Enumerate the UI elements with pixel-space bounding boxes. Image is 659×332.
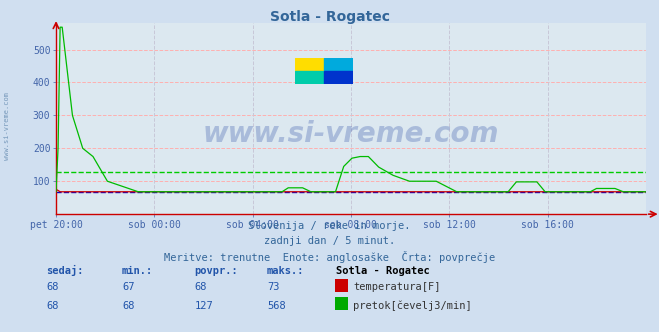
Text: Slovenija / reke in morje.: Slovenija / reke in morje. <box>248 221 411 231</box>
Text: Meritve: trenutne  Enote: anglosaške  Črta: povprečje: Meritve: trenutne Enote: anglosaške Črta… <box>164 251 495 263</box>
Text: 68: 68 <box>194 283 207 292</box>
Text: 73: 73 <box>267 283 279 292</box>
Text: www.si-vreme.com: www.si-vreme.com <box>4 92 11 160</box>
Text: povpr.:: povpr.: <box>194 266 238 276</box>
Text: 568: 568 <box>267 301 285 311</box>
Text: 68: 68 <box>46 283 59 292</box>
Text: min.:: min.: <box>122 266 153 276</box>
Text: 67: 67 <box>122 283 134 292</box>
Bar <box>324 58 353 71</box>
Text: maks.:: maks.: <box>267 266 304 276</box>
Text: Sotla - Rogatec: Sotla - Rogatec <box>336 266 430 276</box>
Text: zadnji dan / 5 minut.: zadnji dan / 5 minut. <box>264 236 395 246</box>
Text: pretok[čevelj3/min]: pretok[čevelj3/min] <box>353 300 472 311</box>
Text: 68: 68 <box>46 301 59 311</box>
Text: www.si-vreme.com: www.si-vreme.com <box>203 120 499 148</box>
Text: Sotla - Rogatec: Sotla - Rogatec <box>270 10 389 24</box>
Text: 68: 68 <box>122 301 134 311</box>
Text: temperatura[F]: temperatura[F] <box>353 283 441 292</box>
Text: 127: 127 <box>194 301 213 311</box>
Bar <box>295 71 324 84</box>
Text: sedaj:: sedaj: <box>46 265 84 276</box>
Bar <box>295 58 324 71</box>
Bar <box>324 71 353 84</box>
